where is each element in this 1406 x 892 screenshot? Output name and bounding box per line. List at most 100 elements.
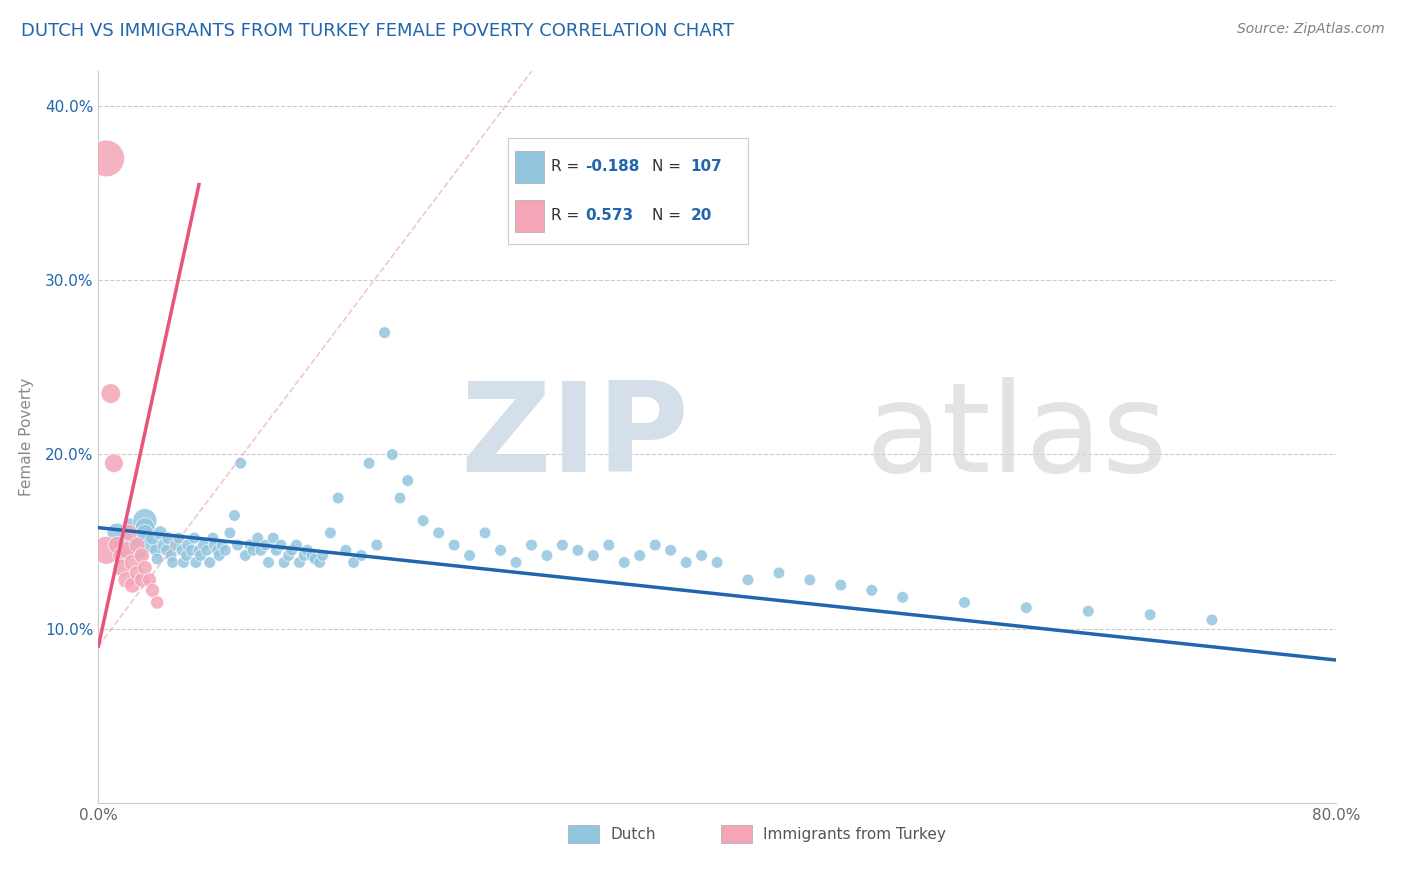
Text: ZIP: ZIP	[460, 376, 689, 498]
Text: 0.573: 0.573	[585, 208, 633, 223]
Point	[675, 556, 697, 570]
Point	[551, 538, 574, 552]
Point	[536, 549, 558, 563]
Point	[489, 543, 512, 558]
Point	[301, 549, 323, 563]
Point	[357, 456, 380, 470]
Point	[129, 547, 152, 561]
Text: N =: N =	[652, 159, 681, 174]
Point	[219, 525, 242, 540]
Point	[180, 543, 202, 558]
Point	[111, 538, 132, 552]
Point	[127, 538, 149, 552]
Point	[1077, 604, 1099, 618]
Point	[304, 552, 326, 566]
Point	[891, 591, 914, 605]
Point	[160, 549, 183, 563]
Point	[111, 549, 132, 563]
Text: R =: R =	[551, 208, 579, 223]
Text: 20: 20	[690, 208, 711, 223]
Text: DUTCH VS IMMIGRANTS FROM TURKEY FEMALE POVERTY CORRELATION CHART: DUTCH VS IMMIGRANTS FROM TURKEY FEMALE P…	[21, 22, 734, 40]
Point	[246, 531, 269, 545]
Point	[458, 549, 481, 563]
Text: 107: 107	[690, 159, 723, 174]
Point	[326, 491, 350, 505]
Point	[131, 549, 153, 563]
Point	[149, 525, 172, 540]
Point	[343, 556, 366, 570]
Point	[190, 549, 212, 563]
Point	[115, 531, 138, 545]
Point	[474, 525, 496, 540]
Point	[201, 531, 224, 545]
Point	[292, 549, 315, 563]
Point	[312, 549, 335, 563]
Point	[155, 543, 177, 558]
Point	[188, 543, 211, 558]
Point	[141, 583, 165, 598]
Point	[224, 508, 246, 523]
Point	[281, 543, 304, 558]
FancyBboxPatch shape	[515, 200, 544, 232]
Text: atlas: atlas	[866, 376, 1167, 498]
Y-axis label: Female Poverty: Female Poverty	[18, 378, 34, 496]
Point	[229, 456, 252, 470]
Point	[138, 538, 160, 552]
Point	[134, 514, 156, 528]
Point	[262, 531, 284, 545]
Point	[193, 538, 215, 552]
Point	[297, 543, 319, 558]
Point	[381, 448, 404, 462]
Point	[706, 556, 728, 570]
Point	[737, 573, 759, 587]
Point	[141, 531, 165, 545]
Point	[145, 543, 167, 558]
Point	[195, 543, 218, 558]
Point	[134, 525, 156, 540]
Point	[350, 549, 373, 563]
Point	[233, 549, 257, 563]
Point	[613, 556, 636, 570]
Point	[690, 549, 713, 563]
Point	[239, 538, 262, 552]
Point	[285, 538, 308, 552]
Point	[118, 525, 141, 540]
Point	[567, 543, 589, 558]
Point	[211, 538, 233, 552]
Text: R =: R =	[551, 159, 579, 174]
Point	[184, 556, 207, 570]
Point	[1201, 613, 1223, 627]
Point	[412, 514, 434, 528]
Point	[165, 538, 187, 552]
Point	[396, 474, 419, 488]
FancyBboxPatch shape	[515, 151, 544, 183]
Point	[277, 549, 299, 563]
Point	[628, 549, 651, 563]
Point	[1139, 607, 1161, 622]
Point	[270, 538, 292, 552]
Point	[308, 556, 330, 570]
Point	[242, 543, 264, 558]
Point	[505, 556, 527, 570]
Point	[127, 534, 149, 549]
Point	[953, 595, 976, 609]
Point	[105, 538, 128, 552]
Point	[115, 573, 138, 587]
Point	[152, 538, 174, 552]
Point	[134, 560, 156, 574]
Point	[208, 549, 231, 563]
Text: Immigrants from Turkey: Immigrants from Turkey	[762, 827, 946, 841]
Text: N =: N =	[652, 208, 681, 223]
Point	[214, 543, 236, 558]
Point	[138, 573, 160, 587]
Point	[659, 543, 682, 558]
Point	[273, 556, 295, 570]
Point	[127, 566, 149, 580]
Point	[520, 538, 543, 552]
Point	[96, 543, 118, 558]
Point	[644, 538, 666, 552]
Point	[207, 543, 229, 558]
Point	[146, 595, 169, 609]
Point	[134, 521, 156, 535]
Point	[100, 386, 122, 401]
